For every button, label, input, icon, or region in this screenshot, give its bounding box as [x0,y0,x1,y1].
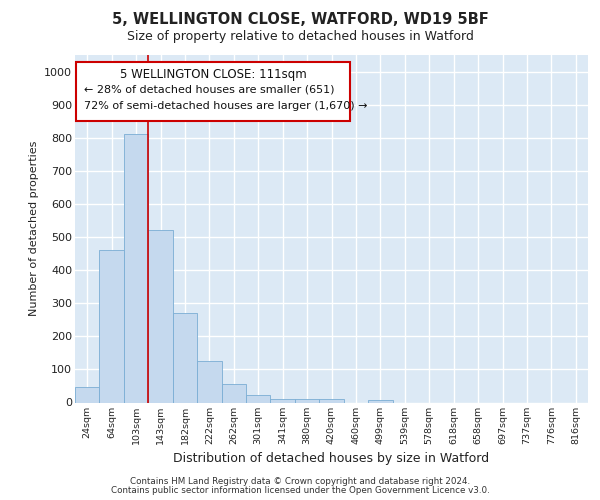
Y-axis label: Number of detached properties: Number of detached properties [29,141,38,316]
Bar [221,384,246,402]
Text: 72% of semi-detached houses are larger (1,670) →: 72% of semi-detached houses are larger (… [83,100,367,110]
Text: 5, WELLINGTON CLOSE, WATFORD, WD19 5BF: 5, WELLINGTON CLOSE, WATFORD, WD19 5BF [112,12,488,27]
Bar [319,398,344,402]
Bar [124,134,148,402]
Bar [295,399,319,402]
Text: Contains HM Land Registry data © Crown copyright and database right 2024.: Contains HM Land Registry data © Crown c… [130,477,470,486]
Text: 5 WELLINGTON CLOSE: 111sqm: 5 WELLINGTON CLOSE: 111sqm [119,68,307,80]
Text: ← 28% of detached houses are smaller (651): ← 28% of detached houses are smaller (65… [83,84,334,94]
Bar [100,250,124,402]
Bar [271,398,295,402]
Bar [197,361,221,403]
Bar [246,395,271,402]
Text: Contains public sector information licensed under the Open Government Licence v3: Contains public sector information licen… [110,486,490,495]
FancyBboxPatch shape [76,62,350,120]
Bar [368,400,392,402]
X-axis label: Distribution of detached houses by size in Watford: Distribution of detached houses by size … [173,452,490,465]
Bar [148,230,173,402]
Bar [75,387,100,402]
Text: Size of property relative to detached houses in Watford: Size of property relative to detached ho… [127,30,473,43]
Bar [173,313,197,402]
